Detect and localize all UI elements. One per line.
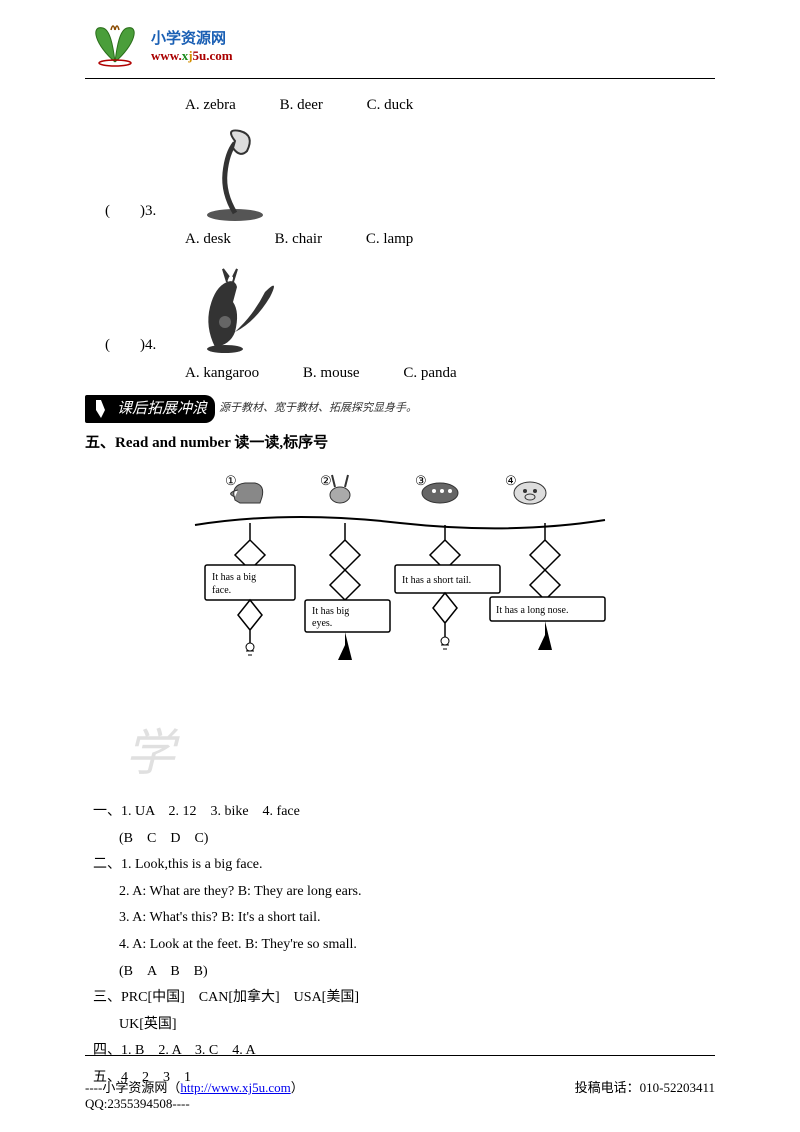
turtle-icon [422,483,458,503]
section5-diagram: ① ② ③ ④ It has a big face. [85,465,715,713]
q3-label: ( )3. [105,199,185,223]
card1-line2: face. [212,585,231,596]
option-b: B. deer [280,93,323,117]
card-group: It has a big face. [205,523,295,655]
header-divider [85,78,715,79]
footer-phone: 投稿电话：010-52203411 [575,1077,715,1112]
option-c: C. panda [403,361,456,385]
butterfly-icon [85,20,145,70]
option-b: B. chair [275,227,322,251]
q3-row: ( )3. [85,123,715,223]
kangaroo-icon [185,257,285,357]
footer-qq: QQ:2355394508---- [85,1096,304,1112]
footer-divider [85,1055,715,1056]
lamp-icon [185,123,285,223]
footer-post: ） [291,1080,304,1095]
logo-url: www.xj5u.com [151,48,233,64]
ans-2b: 2. A: What are they? B: They are long ea… [119,879,715,906]
footer-pre: ----小学资源网（ [85,1080,180,1095]
watermark: 学 [125,713,715,793]
section-banner: 课后拓展冲浪 源于教材、宽于教材、拓展探究显身手。 [85,395,715,423]
rabbit-icon [330,487,350,503]
ans-4: 四、1. B 2. A 3. C 4. A [93,1038,715,1065]
num3-label: ③ [415,473,427,488]
option-a: A. desk [185,227,231,251]
num4-label: ④ [505,473,517,488]
ans-1: 一、1. UA 2. 12 3. bike 4. face [93,799,715,826]
q2-options: A. zebra B. deer C. duck [185,93,715,117]
pig-icon [514,482,546,504]
card4-text: It has a long nose. [496,605,569,616]
card1-line1: It has a big [212,572,256,583]
card-group: It has big eyes. [305,523,390,660]
card3-line2: eyes. [312,618,332,629]
card3-line1: It has big [312,606,349,617]
option-b: B. mouse [303,361,360,385]
ans-2c: 3. A: What's this? B: It's a short tail. [119,905,715,932]
page-footer: ----小学资源网（http://www.xj5u.com） QQ:235539… [85,1077,715,1112]
ans-2d: 4. A: Look at the feet. B: They're so sm… [119,932,715,959]
card-group: It has a long nose. [490,523,605,650]
logo-title: 小学资源网 [151,27,233,48]
footer-link[interactable]: http://www.xj5u.com [180,1080,290,1095]
q4-options: A. kangaroo B. mouse C. panda [185,361,715,385]
option-a: A. zebra [185,93,236,117]
answer-key: 一、1. UA 2. 12 3. bike 4. face (B C D C) … [85,799,715,1092]
option-c: C. lamp [366,227,414,251]
ans-1b: (B C D C) [119,826,715,853]
num1-label: ① [225,473,237,488]
option-a: A. kangaroo [185,361,259,385]
banner-subtitle: 源于教材、宽于教材、拓展探究显身手。 [219,400,417,418]
section5-title: 五、Read and number 读一读,标序号 [85,431,715,455]
num2-label: ② [320,473,332,488]
option-c: C. duck [367,93,414,117]
ans-2: 二、1. Look,this is a big face. [93,852,715,879]
site-logo: 小学资源网 www.xj5u.com [85,20,715,70]
q4-label: ( )4. [105,333,185,357]
brush-icon [93,398,113,420]
ans-2e: (B A B B) [119,959,715,986]
q3-options: A. desk B. chair C. lamp [185,227,715,251]
card-group: It has a short tail. [395,525,500,649]
q4-row: ( )4. [85,257,715,357]
ans-3: 三、PRC[中国] CAN[加拿大] USA[美国] [93,985,715,1012]
ans-3b: UK[英国] [119,1012,715,1039]
banner-text: 课后拓展冲浪 [117,397,207,421]
card2-text: It has a short tail. [402,575,471,586]
page-content: A. zebra B. deer C. duck ( )3. A. desk B… [85,93,715,1092]
